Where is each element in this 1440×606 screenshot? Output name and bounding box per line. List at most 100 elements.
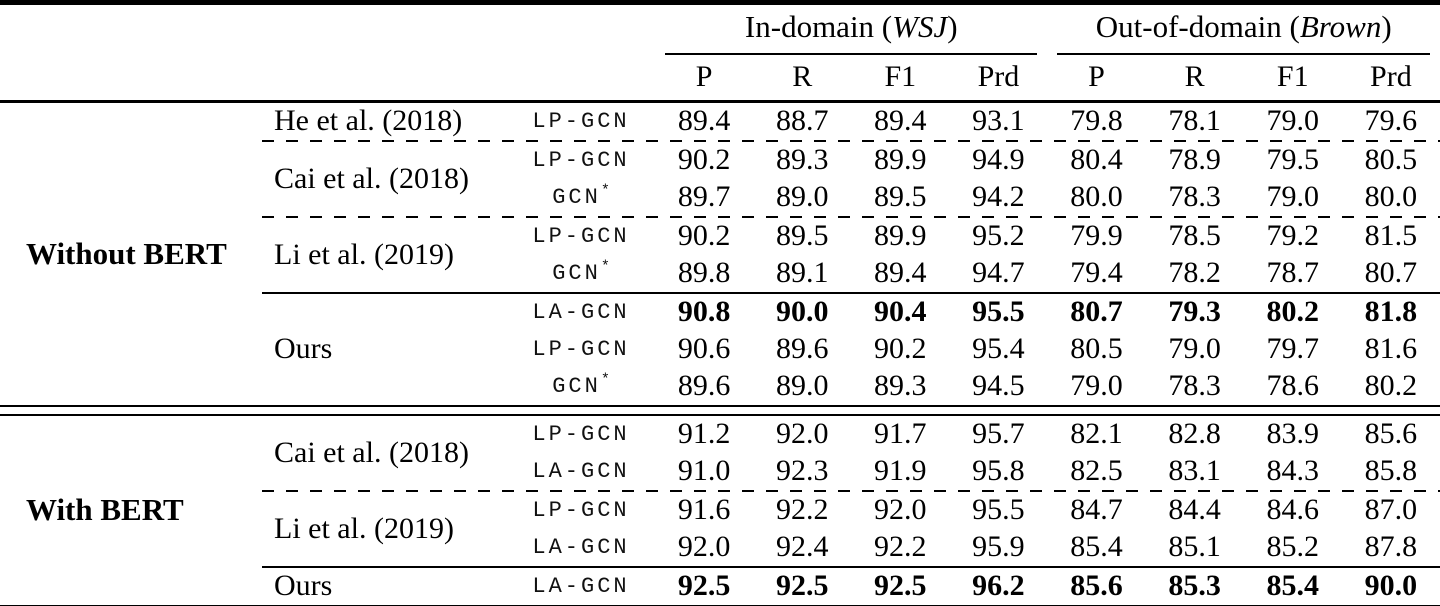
metric-value: 83.9 bbox=[1266, 417, 1319, 450]
metric-value: 80.2 bbox=[1364, 369, 1418, 402]
metric-value: 88.7 bbox=[775, 104, 829, 137]
metric-value: 80.7 bbox=[1364, 256, 1418, 289]
result-row: LP-GCN 90.6 89.6 90.2 95.4 80.5 79.0 79.7 81.6 bbox=[0, 331, 1440, 368]
metric-value: 92.3 bbox=[775, 454, 829, 487]
result-row: GCN* 89.7 89.0 89.5 94.2 80.0 78.3 79.0 80.0 bbox=[0, 179, 1440, 216]
metric-value: 79.5 bbox=[1266, 143, 1319, 176]
metric-value: 90.2 bbox=[677, 219, 731, 252]
metric-value: 92.2 bbox=[874, 530, 927, 563]
metric-value: 85.6 bbox=[1070, 569, 1123, 602]
metric-value: 80.5 bbox=[1364, 143, 1418, 176]
metric-value: 90.2 bbox=[874, 332, 927, 365]
metric-value: 87.8 bbox=[1364, 530, 1418, 563]
metric-value: 89.6 bbox=[677, 369, 731, 402]
metric-value: 81.8 bbox=[1364, 295, 1418, 328]
metric-value: 78.2 bbox=[1168, 256, 1221, 289]
result-row: LA-GCN 91.0 92.3 91.9 95.8 82.5 83.1 84.3 85.8 bbox=[0, 453, 1440, 490]
metric-value: 79.8 bbox=[1070, 104, 1123, 137]
model-cell: LP-GCN bbox=[532, 108, 630, 134]
section-label: With BERT bbox=[26, 492, 184, 527]
metric-value: 90.6 bbox=[677, 332, 731, 365]
metric-value: 78.6 bbox=[1266, 369, 1319, 402]
separator-solid bbox=[262, 565, 1440, 568]
metric-value: 80.0 bbox=[1364, 180, 1418, 213]
metric-value: 78.1 bbox=[1168, 104, 1221, 137]
header-spacer bbox=[0, 55, 656, 103]
metric-value: 89.5 bbox=[775, 219, 829, 252]
metric-value: 84.4 bbox=[1168, 493, 1221, 526]
metric-value: 83.1 bbox=[1168, 454, 1221, 487]
group-header-row: In-domain (WSJ) Out-of-domain (Brown) bbox=[0, 3, 1440, 56]
model-cell: LP-GCN bbox=[532, 497, 630, 523]
metric-value: 89.7 bbox=[677, 180, 731, 213]
metric-value: 82.1 bbox=[1070, 417, 1123, 450]
asterisk-superscript: * bbox=[600, 182, 610, 200]
metric-value: 89.4 bbox=[874, 104, 927, 137]
method-cell: Li et al. (2019) bbox=[274, 237, 454, 271]
metric-value: 91.2 bbox=[677, 417, 731, 450]
metric-value: 91.0 bbox=[677, 454, 731, 487]
separator-row bbox=[0, 291, 1440, 294]
metric-value: 95.9 bbox=[972, 530, 1025, 563]
result-row: Without BERT He et al. (2018) LP-GCN 89.4 88… bbox=[0, 101, 1440, 271]
metric-value: 91.7 bbox=[874, 417, 927, 450]
metric-value: 79.0 bbox=[1168, 332, 1221, 365]
metric-value: 94.7 bbox=[972, 256, 1025, 289]
model-cell: GCN* bbox=[552, 371, 610, 399]
metric-value: 85.2 bbox=[1266, 530, 1319, 563]
asterisk-superscript: * bbox=[600, 258, 610, 276]
metric-value: 89.0 bbox=[775, 369, 829, 402]
metric-value: 78.9 bbox=[1168, 143, 1221, 176]
group-title-wsj: In-domain (WSJ) bbox=[665, 5, 1038, 55]
metric-value: 78.7 bbox=[1266, 256, 1319, 289]
metric-value: 85.6 bbox=[1364, 417, 1418, 450]
header-spacer bbox=[0, 3, 655, 56]
model-cell: LA-GCN bbox=[532, 573, 630, 599]
column-header-f1: F1 bbox=[851, 55, 950, 103]
metric-value: 78.5 bbox=[1168, 219, 1221, 252]
metric-value: 85.3 bbox=[1168, 569, 1221, 602]
model-cell: LA-GCN bbox=[532, 299, 630, 325]
result-row: With BERT Cai et al. (2018) LP-GCN 91.2 92.0… bbox=[0, 415, 1440, 527]
metric-value: 92.5 bbox=[775, 569, 829, 602]
metric-header-row: P R F1 Prd P R F1 Prd bbox=[0, 55, 1440, 103]
metric-value: 89.3 bbox=[874, 369, 927, 402]
table-body: Without BERT He et al. (2018) LP-GCN 89.4 88… bbox=[0, 101, 1440, 606]
metric-value: 82.8 bbox=[1168, 417, 1221, 450]
metric-value: 89.5 bbox=[874, 180, 927, 213]
metric-value: 94.9 bbox=[972, 143, 1025, 176]
metric-value: 90.4 bbox=[874, 295, 927, 328]
metric-value: 89.1 bbox=[775, 256, 829, 289]
metric-value: 78.3 bbox=[1168, 180, 1221, 213]
separator-dashed bbox=[262, 489, 1440, 492]
method-cell: Li et al. (2019) bbox=[274, 511, 454, 545]
metric-value: 89.6 bbox=[775, 332, 829, 365]
group-title-suffix: ) bbox=[1381, 9, 1392, 44]
metric-value: 94.2 bbox=[972, 180, 1025, 213]
metric-value: 82.5 bbox=[1070, 454, 1123, 487]
method-cell: Ours bbox=[274, 569, 333, 602]
metric-value: 89.9 bbox=[874, 219, 927, 252]
method-cell: He et al. (2018) bbox=[274, 104, 463, 137]
section-label: Without BERT bbox=[26, 235, 227, 271]
metric-value: 89.3 bbox=[775, 143, 829, 176]
metric-value: 85.8 bbox=[1364, 454, 1418, 487]
method-cell: Cai et al. (2018) bbox=[274, 435, 469, 469]
metric-value: 87.0 bbox=[1364, 493, 1418, 526]
group-title-suffix: ) bbox=[947, 9, 958, 44]
metric-value: 89.0 bbox=[775, 180, 829, 213]
result-row: Li et al. (2019) LP-GCN 91.6 92.2 92.0 95.5 84… bbox=[0, 492, 1440, 545]
metric-value: 95.7 bbox=[972, 417, 1025, 450]
column-header-r: R bbox=[1145, 55, 1244, 103]
result-row: Cai et al. (2018) LP-GCN 90.2 89.3 89.9 94.9 8… bbox=[0, 142, 1440, 195]
model-cell: LP-GCN bbox=[532, 223, 630, 249]
column-group-out-of-domain: Out-of-domain (Brown) bbox=[1047, 3, 1440, 55]
model-cell: LP-GCN bbox=[532, 336, 630, 362]
metric-value: 84.3 bbox=[1266, 454, 1319, 487]
group-title-prefix: Out-of-domain ( bbox=[1095, 9, 1300, 44]
metric-value: 90.0 bbox=[1364, 569, 1418, 602]
metric-value: 92.5 bbox=[677, 569, 731, 602]
metric-value: 94.5 bbox=[972, 369, 1025, 402]
